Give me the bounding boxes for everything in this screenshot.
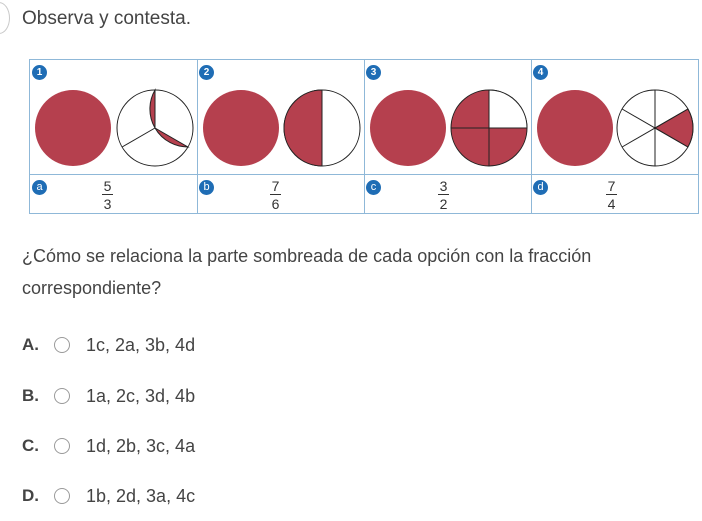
option-a[interactable]: A. 1c, 2a, 3b, 4d — [22, 333, 195, 357]
previous-item-edge — [0, 2, 10, 34]
figure-row-divider — [30, 174, 698, 175]
partial-circle — [616, 89, 694, 167]
full-circle — [203, 90, 279, 166]
option-d[interactable]: D. 1b, 2d, 3a, 4c — [22, 484, 195, 508]
fraction-figure: 1 2 3 4 — [29, 59, 699, 214]
fraction-b: 7 6 — [270, 179, 281, 211]
option-letter: A. — [22, 335, 39, 354]
option-text: 1d, 2b, 3c, 4a — [86, 435, 196, 456]
fraction-bar — [606, 194, 617, 195]
group-number-1: 1 — [32, 65, 47, 80]
partial-circle — [450, 89, 528, 167]
full-circle — [537, 90, 613, 166]
fraction-letter-a: a — [32, 180, 47, 195]
circle-group-4 — [537, 89, 694, 167]
option-text: 1b, 2d, 3a, 4c — [86, 485, 196, 506]
figure-divider — [531, 60, 532, 213]
fraction-numerator: 7 — [607, 178, 616, 194]
fraction-d: 7 4 — [606, 179, 617, 211]
question-text: ¿Cómo se relaciona la parte sombreada de… — [22, 246, 592, 298]
fraction-numerator: 7 — [271, 178, 280, 194]
circle-group-2 — [203, 89, 361, 167]
option-letter: C. — [22, 436, 39, 455]
option-text: 1c, 2a, 3b, 4d — [86, 334, 196, 355]
figure-divider — [364, 60, 365, 213]
fraction-bar — [270, 194, 281, 195]
fraction-bar — [102, 194, 113, 195]
option-letter: D. — [22, 486, 39, 505]
fraction-denominator: 4 — [607, 196, 616, 212]
fraction-letter-b: b — [199, 180, 214, 195]
partial-circle — [283, 89, 361, 167]
prompt-text: Observa y contesta. — [22, 8, 191, 29]
unshaded-part — [488, 89, 528, 129]
partial-circle — [116, 88, 194, 167]
group-number-3: 3 — [366, 65, 381, 80]
radio-button[interactable] — [54, 488, 70, 504]
fraction-numerator: 5 — [103, 178, 112, 194]
circle-group-3 — [370, 89, 528, 167]
fraction-c: 3 2 — [438, 179, 449, 211]
fraction-denominator: 3 — [103, 196, 112, 212]
group-number-4: 4 — [533, 65, 548, 80]
circle-group-1 — [35, 88, 194, 167]
full-circle — [35, 90, 111, 166]
shaded-part — [283, 89, 323, 167]
option-c[interactable]: C. 1d, 2b, 3c, 4a — [22, 434, 195, 458]
option-letter: B. — [22, 386, 39, 405]
fraction-numerator: 3 — [439, 178, 448, 194]
fraction-a: 5 3 — [102, 179, 113, 211]
fraction-denominator: 2 — [439, 196, 448, 212]
fraction-bar — [438, 194, 449, 195]
fraction-denominator: 6 — [271, 196, 280, 212]
option-text: 1a, 2c, 3d, 4b — [86, 385, 196, 406]
group-number-2: 2 — [199, 65, 214, 80]
full-circle — [370, 90, 446, 166]
fraction-letter-d: d — [533, 180, 548, 195]
option-b[interactable]: B. 1a, 2c, 3d, 4b — [22, 384, 195, 408]
radio-button[interactable] — [54, 388, 70, 404]
radio-button[interactable] — [54, 438, 70, 454]
fraction-letter-c: c — [366, 180, 381, 195]
radio-button[interactable] — [54, 337, 70, 353]
figure-divider — [197, 60, 198, 213]
